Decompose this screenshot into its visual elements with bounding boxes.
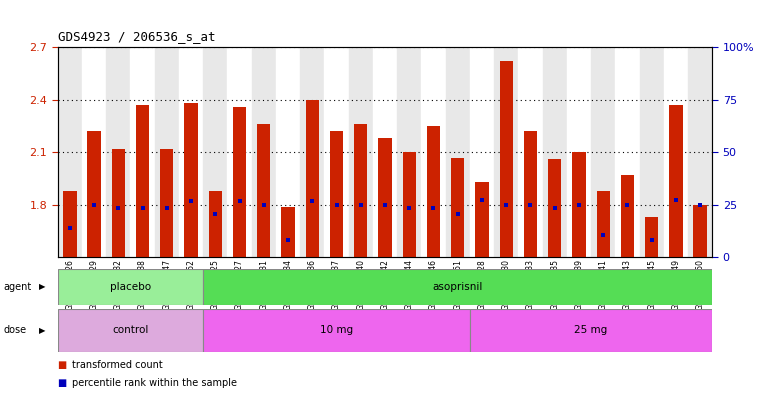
Bar (227, 47, 252, 257)
Bar (640, 47, 664, 257)
Text: agent: agent (4, 282, 32, 292)
Bar (645, 217, 658, 257)
Bar (136, 105, 149, 257)
Bar (669, 105, 682, 257)
Bar (427, 126, 440, 257)
Bar (354, 124, 367, 257)
Bar (451, 158, 464, 257)
Bar (397, 47, 421, 257)
Bar (324, 47, 349, 257)
Bar (664, 47, 688, 257)
Bar (58, 269, 203, 305)
Text: GDS4923 / 206536_s_at: GDS4923 / 206536_s_at (58, 30, 216, 43)
Bar (349, 47, 373, 257)
Bar (184, 103, 198, 257)
Bar (543, 47, 567, 257)
Bar (257, 124, 270, 257)
Text: ▶: ▶ (39, 326, 45, 334)
Bar (203, 309, 470, 352)
Text: asoprisnil: asoprisnil (433, 282, 483, 292)
Bar (524, 131, 537, 257)
Bar (203, 269, 712, 305)
Bar (621, 175, 634, 257)
Bar (203, 47, 227, 257)
Bar (58, 47, 82, 257)
Bar (591, 47, 615, 257)
Bar (470, 47, 494, 257)
Bar (470, 309, 712, 352)
Text: dose: dose (4, 325, 27, 335)
Bar (694, 205, 707, 257)
Bar (233, 107, 246, 257)
Bar (63, 191, 76, 257)
Bar (306, 100, 319, 257)
Text: placebo: placebo (110, 282, 151, 292)
Text: 10 mg: 10 mg (320, 325, 353, 335)
Bar (597, 191, 610, 257)
Bar (330, 131, 343, 257)
Bar (688, 47, 712, 257)
Bar (494, 47, 518, 257)
Bar (155, 47, 179, 257)
Bar (106, 47, 130, 257)
Text: ■: ■ (58, 378, 70, 388)
Text: ▶: ▶ (39, 283, 45, 291)
Bar (88, 131, 101, 257)
Bar (209, 191, 222, 257)
Bar (518, 47, 543, 257)
Bar (58, 309, 203, 352)
Bar (572, 152, 586, 257)
Bar (567, 47, 591, 257)
Text: ■: ■ (58, 360, 70, 371)
Bar (300, 47, 324, 257)
Bar (179, 47, 203, 257)
Bar (378, 138, 392, 257)
Bar (403, 152, 416, 257)
Bar (615, 47, 640, 257)
Text: transformed count: transformed count (72, 360, 162, 371)
Bar (500, 61, 513, 257)
Bar (281, 207, 295, 257)
Bar (475, 182, 489, 257)
Bar (160, 149, 173, 257)
Text: percentile rank within the sample: percentile rank within the sample (72, 378, 236, 388)
Bar (548, 159, 561, 257)
Bar (252, 47, 276, 257)
Bar (373, 47, 397, 257)
Text: 25 mg: 25 mg (574, 325, 608, 335)
Text: control: control (112, 325, 149, 335)
Bar (276, 47, 300, 257)
Bar (421, 47, 446, 257)
Bar (82, 47, 106, 257)
Bar (446, 47, 470, 257)
Bar (112, 149, 125, 257)
Bar (130, 47, 155, 257)
